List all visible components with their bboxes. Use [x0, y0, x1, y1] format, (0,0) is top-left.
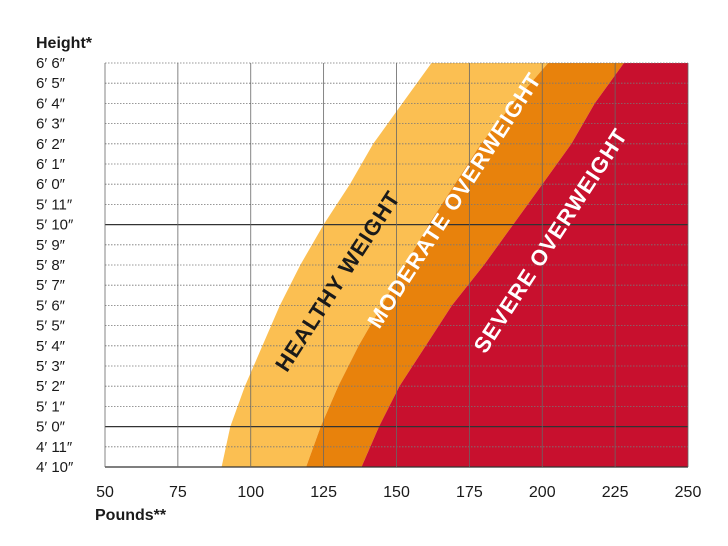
y-tick-label: 5′ 7″ [36, 277, 66, 294]
y-tick-label: 5′ 5″ [36, 318, 66, 335]
y-tick-label: 6′ 4″ [36, 95, 66, 112]
y-tick-layer: 6′ 6″ 6′ 5″ 6′ 4″ 6′ 3″ 6′ 2″ 6′ 1″ 6′ 0″ 5′ 11… [36, 55, 74, 476]
x-tick-label: 150 [383, 484, 410, 501]
y-tick-label: 5′ 0″ [36, 419, 66, 436]
y-tick-label: 6′ 6″ [36, 55, 66, 72]
y-tick-label: 4′ 11″ [36, 439, 73, 456]
y-tick-label: 5′ 3″ [36, 358, 66, 375]
y-tick-label: 6′ 3″ [36, 116, 66, 133]
y-tick-label: 5′ 8″ [36, 257, 66, 274]
y-tick-label: 6′ 2″ [36, 136, 66, 153]
y-tick-label: 6′ 5″ [36, 75, 66, 92]
x-tick-label: 225 [602, 484, 629, 501]
y-tick-label: 5′ 10″ [36, 217, 74, 234]
y-tick-label: 4′ 10″ [36, 459, 74, 476]
x-axis-title: Pounds** [95, 507, 167, 524]
y-axis-title: Height* [36, 35, 93, 52]
y-tick-label: 5′ 6″ [36, 297, 66, 314]
x-tick-label: 125 [310, 484, 337, 501]
x-tick-label: 175 [456, 484, 483, 501]
grid-layer [104, 62, 689, 468]
x-tick-label: 50 [96, 484, 114, 501]
y-tick-label: 5′ 2″ [36, 378, 66, 395]
y-tick-label: 5′ 1″ [36, 398, 66, 415]
x-tick-label: 200 [529, 484, 556, 501]
x-tick-label: 100 [237, 484, 264, 501]
x-tick-label: 75 [169, 484, 187, 501]
y-tick-label: 6′ 1″ [36, 156, 66, 173]
x-tick-layer: 50 75 100 125 150 175 200 225 250 [96, 484, 701, 501]
y-tick-label: 5′ 9″ [36, 237, 66, 254]
y-tick-label: 5′ 11″ [36, 196, 73, 213]
x-tick-label: 250 [675, 484, 702, 501]
y-tick-label: 5′ 4″ [36, 338, 66, 355]
y-tick-label: 6′ 0″ [36, 176, 66, 193]
